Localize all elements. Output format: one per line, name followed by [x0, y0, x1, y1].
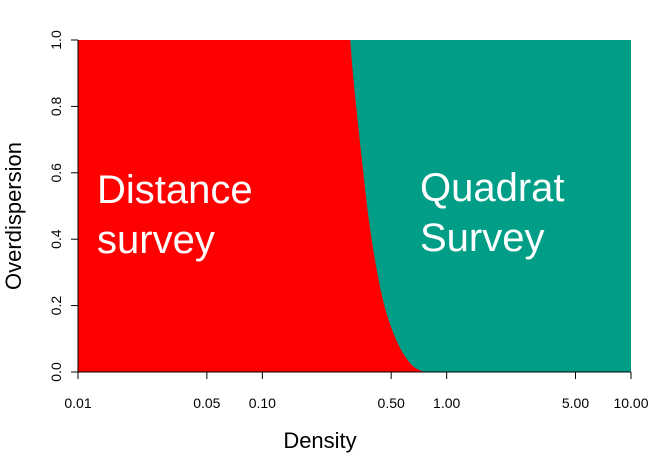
quadrat-survey-label-line: Quadrat [420, 166, 565, 210]
y-tick-label: 0.2 [48, 296, 64, 316]
x-axis-title: Density [283, 428, 356, 453]
axes: 0.01 0.05 0.10 0.50 1.00 5.00 10.00 0.0 0.2 0.4 0.… [48, 30, 649, 411]
x-tick-label: 0.10 [249, 395, 276, 411]
y-tick-label: 1.0 [48, 30, 64, 50]
x-tick-label: 5.00 [562, 395, 589, 411]
distance-survey-label-line: Distance [97, 168, 253, 212]
x-tick-label: 1.00 [433, 395, 460, 411]
quadrat-survey-label-line: Survey [420, 216, 545, 260]
y-tick-label: 0.8 [48, 96, 64, 116]
x-tick-label: 0.05 [193, 395, 220, 411]
distance-survey-label: Distance survey [97, 168, 253, 262]
x-tick-label: 10.00 [613, 395, 648, 411]
y-tick-label: 0.0 [48, 362, 64, 382]
distance-survey-region [78, 40, 425, 372]
x-tick-label: 0.50 [378, 395, 405, 411]
plot-area: Distance survey Quadrat Survey [78, 40, 631, 372]
x-tick-label: 0.01 [64, 395, 91, 411]
y-tick-label: 0.6 [48, 163, 64, 183]
y-tick-label: 0.4 [48, 229, 64, 249]
distance-survey-label-line: survey [97, 218, 215, 262]
quadrat-survey-label: Quadrat Survey [420, 166, 565, 260]
y-axis-title: Overdispersion [1, 142, 26, 290]
